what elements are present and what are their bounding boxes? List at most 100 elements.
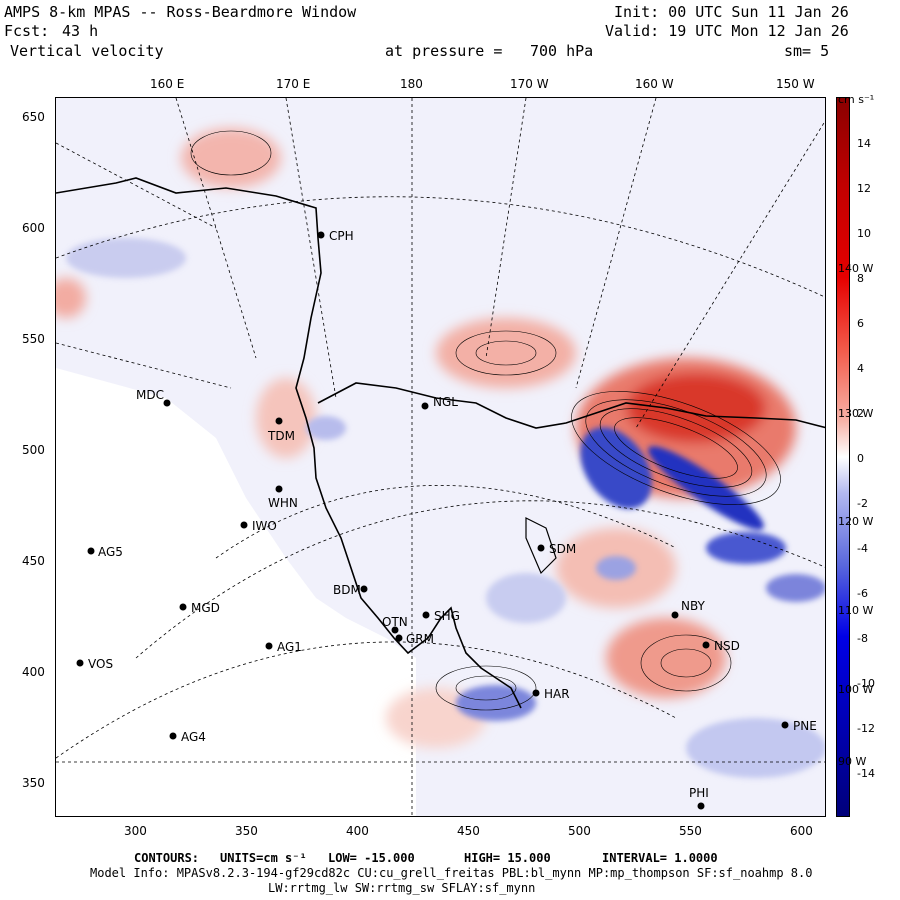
station-label: HAR: [544, 687, 570, 701]
bottom-axis-tick: 300: [124, 824, 147, 838]
field-name: Vertical velocity: [10, 42, 164, 60]
colorbar-units: cm s⁻¹: [838, 93, 875, 106]
left-axis-tick: 450: [22, 554, 45, 568]
top-axis-tick: 160 E: [150, 77, 185, 91]
station-marker[interactable]: [360, 585, 368, 593]
upward-motion-areas: [56, 128, 796, 748]
station-marker[interactable]: [163, 399, 171, 407]
model-info: Model Info: MPASv8.2.3-194-gf29cd82c CU:…: [90, 866, 813, 880]
station-label: PNE: [793, 719, 817, 733]
left-axis-tick: 550: [22, 332, 45, 346]
right-longitude: 90 W: [838, 755, 867, 768]
station-label: AG5: [98, 545, 123, 559]
map-title: AMPS 8-km MPAS -- Ross-Beardmore Window: [4, 3, 357, 21]
station-label: VOS: [88, 657, 114, 671]
station-marker[interactable]: [421, 402, 429, 410]
right-longitude: 110 W: [838, 604, 874, 617]
colorbar-label: -6: [857, 587, 868, 600]
station-label: SDM: [549, 542, 577, 556]
station-marker[interactable]: [702, 641, 710, 649]
init-time: Init: 00 UTC Sun 11 Jan 26: [614, 3, 849, 21]
top-axis-tick: 160 W: [635, 77, 674, 91]
left-axis-tick: 350: [22, 776, 45, 790]
colorbar-label: -4: [857, 542, 868, 555]
colorbar-label: 12: [857, 182, 871, 195]
bottom-axis-tick: 500: [568, 824, 591, 838]
bottom-axis-tick: 450: [457, 824, 480, 838]
pressure-label: at pressure =: [385, 42, 503, 60]
right-longitude: 100 W: [838, 683, 874, 696]
station-marker[interactable]: [697, 802, 705, 810]
colorbar-label: 6: [857, 317, 864, 330]
top-axis-tick: 180: [400, 77, 423, 91]
station-label: TDM: [268, 429, 295, 443]
bottom-axis-tick: 350: [235, 824, 258, 838]
map-canvas: [56, 98, 825, 816]
downward-motion-areas: [66, 238, 825, 778]
station-marker[interactable]: [537, 544, 545, 552]
station-label: AG1: [277, 640, 302, 654]
valid-time: Valid: 19 UTC Mon 12 Jan 26: [605, 22, 849, 40]
station-marker[interactable]: [422, 611, 430, 619]
left-axis-tick: 600: [22, 221, 45, 235]
contours-units: UNITS=cm s⁻¹: [220, 851, 307, 865]
pressure-level: 700 hPa: [530, 42, 594, 60]
ice-shelf-front: [317, 382, 825, 429]
station-marker[interactable]: [179, 603, 187, 611]
graticule: [56, 98, 825, 816]
station-marker[interactable]: [532, 689, 540, 697]
station-marker[interactable]: [317, 231, 325, 239]
station-label: NGL: [433, 395, 458, 409]
station-label: GRM: [406, 632, 434, 646]
station-marker[interactable]: [781, 721, 789, 729]
station-label: NBY: [681, 599, 705, 613]
model-info-line2: LW:rrtmg_lw SW:rrtmg_sw SFLAY:sf_mynn: [268, 881, 536, 895]
station-marker[interactable]: [275, 417, 283, 425]
left-axis-tick: 500: [22, 443, 45, 457]
top-axis-tick: 150 W: [776, 77, 815, 91]
colorbar-label: -10: [857, 677, 875, 690]
station-label: AG4: [181, 730, 206, 744]
top-axis-tick: 170 W: [510, 77, 549, 91]
station-label: MDC: [136, 388, 164, 402]
colorbar-label: -8: [857, 632, 868, 645]
colorbar: [836, 97, 850, 817]
bottom-axis-tick: 600: [790, 824, 813, 838]
station-label: CPH: [329, 229, 354, 243]
station-label: PHI: [689, 786, 709, 800]
station-marker[interactable]: [169, 732, 177, 740]
station-label: OTN: [382, 615, 408, 629]
station-marker[interactable]: [671, 611, 679, 619]
colorbar-label: 4: [857, 362, 864, 375]
contours-label: CONTOURS:: [134, 851, 200, 865]
station-label: MGD: [191, 601, 220, 615]
station-marker[interactable]: [87, 547, 95, 555]
forecast-hour: 43 h: [62, 22, 99, 40]
station-marker[interactable]: [240, 521, 248, 529]
station-marker[interactable]: [395, 634, 403, 642]
top-axis-tick: 170 E: [276, 77, 311, 91]
right-longitude: 120 W: [838, 515, 874, 528]
colorbar-label: 8: [857, 272, 864, 285]
contours-low: LOW= -15.000: [328, 851, 415, 865]
station-marker[interactable]: [275, 485, 283, 493]
colorbar-label: -2: [857, 497, 868, 510]
right-longitude: 130 W: [838, 407, 874, 420]
contour-lines: [190, 130, 781, 711]
map-panel[interactable]: CPH MDC NGL TDM WHN IWO AG5 SDM BDM MGD …: [55, 97, 826, 817]
station-label: BDM: [333, 583, 361, 597]
bottom-axis-tick: 550: [679, 824, 702, 838]
forecast-label: Fcst:: [4, 22, 50, 40]
station-marker[interactable]: [391, 626, 399, 634]
left-axis-tick: 400: [22, 665, 45, 679]
station-marker[interactable]: [76, 659, 84, 667]
colorbar-label: 2: [857, 407, 864, 420]
contours-high: HIGH= 15.000: [464, 851, 551, 865]
colorbar-label: 14: [857, 137, 871, 150]
roosevelt-island: [525, 517, 557, 575]
station-label: SHG: [434, 609, 460, 623]
station-marker[interactable]: [265, 642, 273, 650]
station-label: NSD: [714, 639, 740, 653]
colorbar-label: -14: [857, 767, 875, 780]
contours-interval: INTERVAL= 1.0000: [602, 851, 718, 865]
